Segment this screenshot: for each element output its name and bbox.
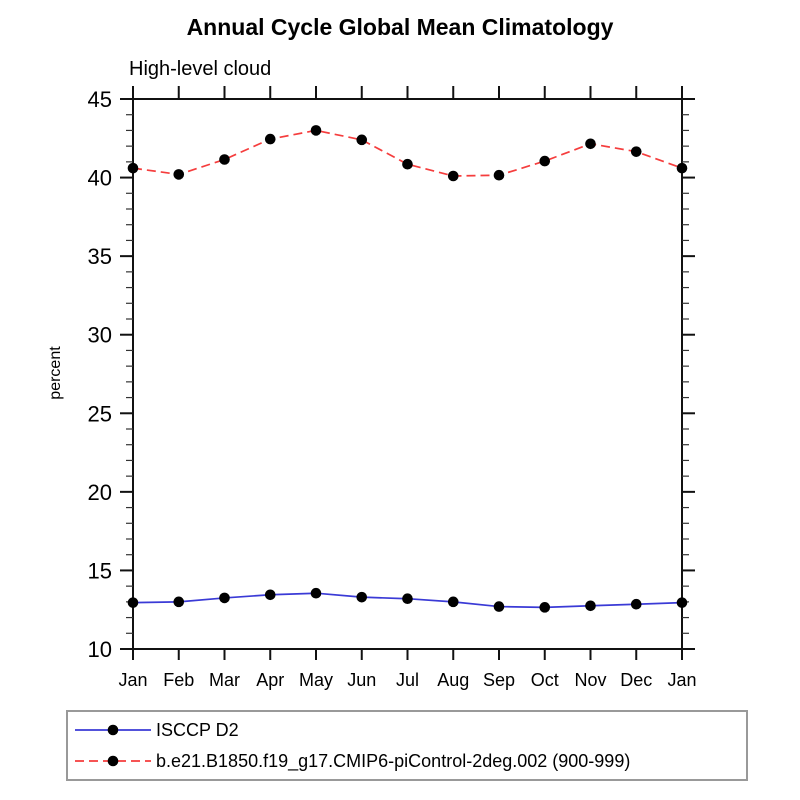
- data-point-1: [493, 169, 505, 181]
- x-tick-label: Nov: [574, 670, 606, 690]
- y-tick-label: 35: [88, 244, 112, 269]
- data-point-1: [127, 162, 139, 174]
- data-point-1: [447, 170, 459, 182]
- data-point-0: [356, 591, 368, 603]
- chart-subtitle: High-level cloud: [129, 58, 272, 80]
- y-tick-label: 15: [88, 558, 112, 583]
- data-point-1: [676, 162, 688, 174]
- data-point-0: [630, 598, 642, 610]
- data-point-0: [127, 597, 139, 608]
- data-point-0: [585, 600, 596, 612]
- data-point-0: [310, 587, 322, 599]
- x-tick-label: May: [299, 670, 333, 690]
- x-tick-label: Sep: [483, 670, 515, 690]
- data-point-1: [219, 154, 230, 165]
- legend-key-dashed-line-icon: [75, 755, 151, 767]
- x-tick-label: Jan: [118, 670, 147, 690]
- data-point-1: [173, 169, 185, 180]
- legend-key-solid-line-icon: [75, 724, 151, 736]
- x-tick-label: Apr: [256, 670, 284, 690]
- data-point-0: [219, 592, 230, 604]
- data-point-0: [539, 602, 551, 613]
- y-tick-label: 25: [88, 401, 112, 426]
- plot-border: [132, 98, 683, 650]
- legend-label-model: b.e21.B1850.f19_g17.CMIP6-piControl-2deg…: [156, 750, 631, 771]
- legend-item-isccp: ISCCP D2: [68, 715, 746, 746]
- legend-label-isccp: ISCCP D2: [156, 719, 239, 740]
- y-tick-label: 30: [88, 323, 112, 348]
- x-tick-label: Dec: [620, 670, 652, 690]
- data-point-1: [539, 155, 551, 167]
- data-point-0: [676, 597, 688, 608]
- data-point-0: [264, 589, 276, 601]
- data-point-1: [264, 133, 276, 145]
- x-tick-label: Mar: [209, 670, 240, 690]
- x-tick-label: Jan: [667, 670, 696, 690]
- x-tick-label: Oct: [531, 670, 559, 690]
- data-point-1: [356, 134, 368, 146]
- data-point-1: [630, 146, 642, 157]
- x-tick-label: Feb: [163, 670, 194, 690]
- data-point-0: [447, 596, 459, 608]
- legend-item-model: b.e21.B1850.f19_g17.CMIP6-piControl-2deg…: [68, 746, 746, 777]
- y-tick-label: 40: [88, 166, 112, 191]
- data-point-1: [402, 158, 413, 170]
- y-tick-label: 20: [88, 480, 112, 505]
- data-point-0: [493, 601, 505, 612]
- data-point-1: [310, 125, 322, 136]
- data-point-0: [173, 596, 185, 608]
- x-tick-label: Aug: [437, 670, 469, 690]
- data-point-0: [402, 593, 413, 605]
- x-tick-label: Jun: [347, 670, 376, 690]
- chart-title: Annual Cycle Global Mean Climatology: [186, 14, 614, 40]
- legend-box: ISCCP D2 b.e21.B1850.f19_g17.CMIP6-piCon…: [66, 710, 748, 781]
- y-tick-label: 10: [88, 637, 112, 662]
- x-tick-label: Jul: [396, 670, 419, 690]
- data-point-1: [585, 138, 596, 150]
- y-tick-label: 45: [88, 87, 112, 112]
